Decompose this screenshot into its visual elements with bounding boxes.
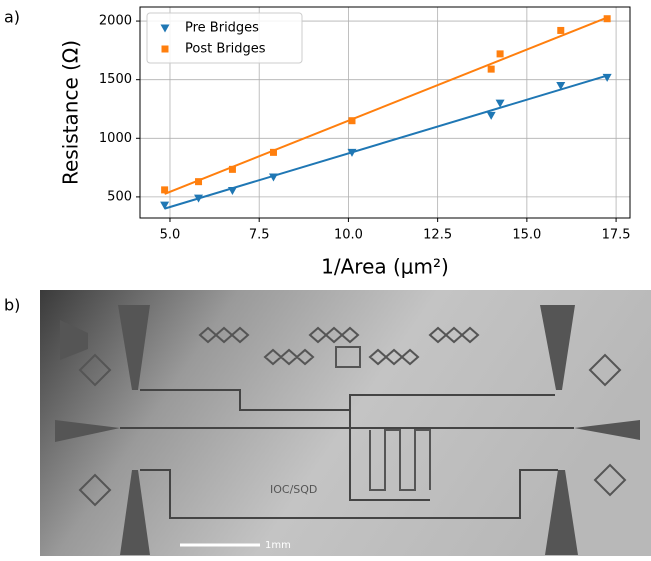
- markers: [78, 326, 627, 507]
- y-tick-label: 500: [107, 189, 132, 204]
- point: [486, 111, 496, 120]
- point: [161, 186, 169, 194]
- legend-marker: [160, 24, 170, 33]
- point: [194, 194, 204, 203]
- legend-box: [146, 12, 303, 64]
- point: [160, 201, 170, 210]
- y-axis-label: Resistance (Ω): [59, 40, 83, 185]
- y-tick-label: 2000: [99, 14, 132, 29]
- panel-label: a): [4, 8, 20, 27]
- panel-label: b): [4, 296, 20, 315]
- meander: [369, 429, 431, 491]
- x-tick-label: 7.5: [249, 228, 270, 243]
- fit-line: [164, 74, 608, 210]
- point: [602, 73, 612, 82]
- point: [496, 50, 504, 58]
- x-tick-label: 15.0: [512, 228, 541, 243]
- x-axis-label: 1/Area (μm²): [321, 255, 449, 279]
- point: [557, 26, 565, 34]
- plot-frame: [139, 6, 631, 219]
- x-tick-label: 5.0: [160, 228, 181, 243]
- point: [556, 82, 566, 91]
- chart: 5.0 7.5 10.0 12.5 15.0 17.5 500 1000 1500 2000 1/A…: [59, 6, 631, 279]
- fit-line: [164, 16, 608, 195]
- point: [495, 99, 505, 108]
- legend-label: Pre Bridges: [185, 21, 259, 36]
- point: [347, 148, 357, 157]
- y-tick-label: 1000: [99, 131, 132, 146]
- x-tick-label: 10.0: [334, 228, 363, 243]
- point: [227, 186, 237, 195]
- chip-label: IOC/SQD: [270, 483, 317, 496]
- point: [269, 148, 277, 156]
- y-tick-label: 1500: [99, 72, 132, 87]
- traces: [120, 389, 574, 519]
- legend-marker: [161, 45, 169, 53]
- point: [228, 165, 236, 173]
- point: [268, 173, 278, 182]
- x-tick-label: 17.5: [602, 228, 631, 243]
- scale-bar-label: 1mm: [265, 540, 291, 551]
- point: [487, 65, 495, 73]
- point: [348, 117, 356, 125]
- point: [195, 178, 203, 186]
- x-tick-label: 12.5: [423, 228, 452, 243]
- legend-label: Post Bridges: [185, 42, 266, 57]
- micrograph: IOC/SQD 1mm: [40, 290, 651, 556]
- point: [603, 15, 611, 23]
